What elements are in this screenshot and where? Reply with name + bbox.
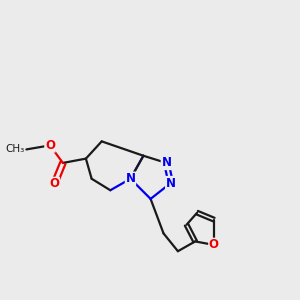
Text: N: N bbox=[161, 156, 171, 170]
Text: O: O bbox=[209, 238, 219, 251]
Text: O: O bbox=[45, 139, 55, 152]
Text: O: O bbox=[49, 177, 59, 190]
Text: CH₃: CH₃ bbox=[6, 144, 25, 154]
Text: N: N bbox=[166, 177, 176, 190]
Text: N: N bbox=[125, 172, 136, 185]
